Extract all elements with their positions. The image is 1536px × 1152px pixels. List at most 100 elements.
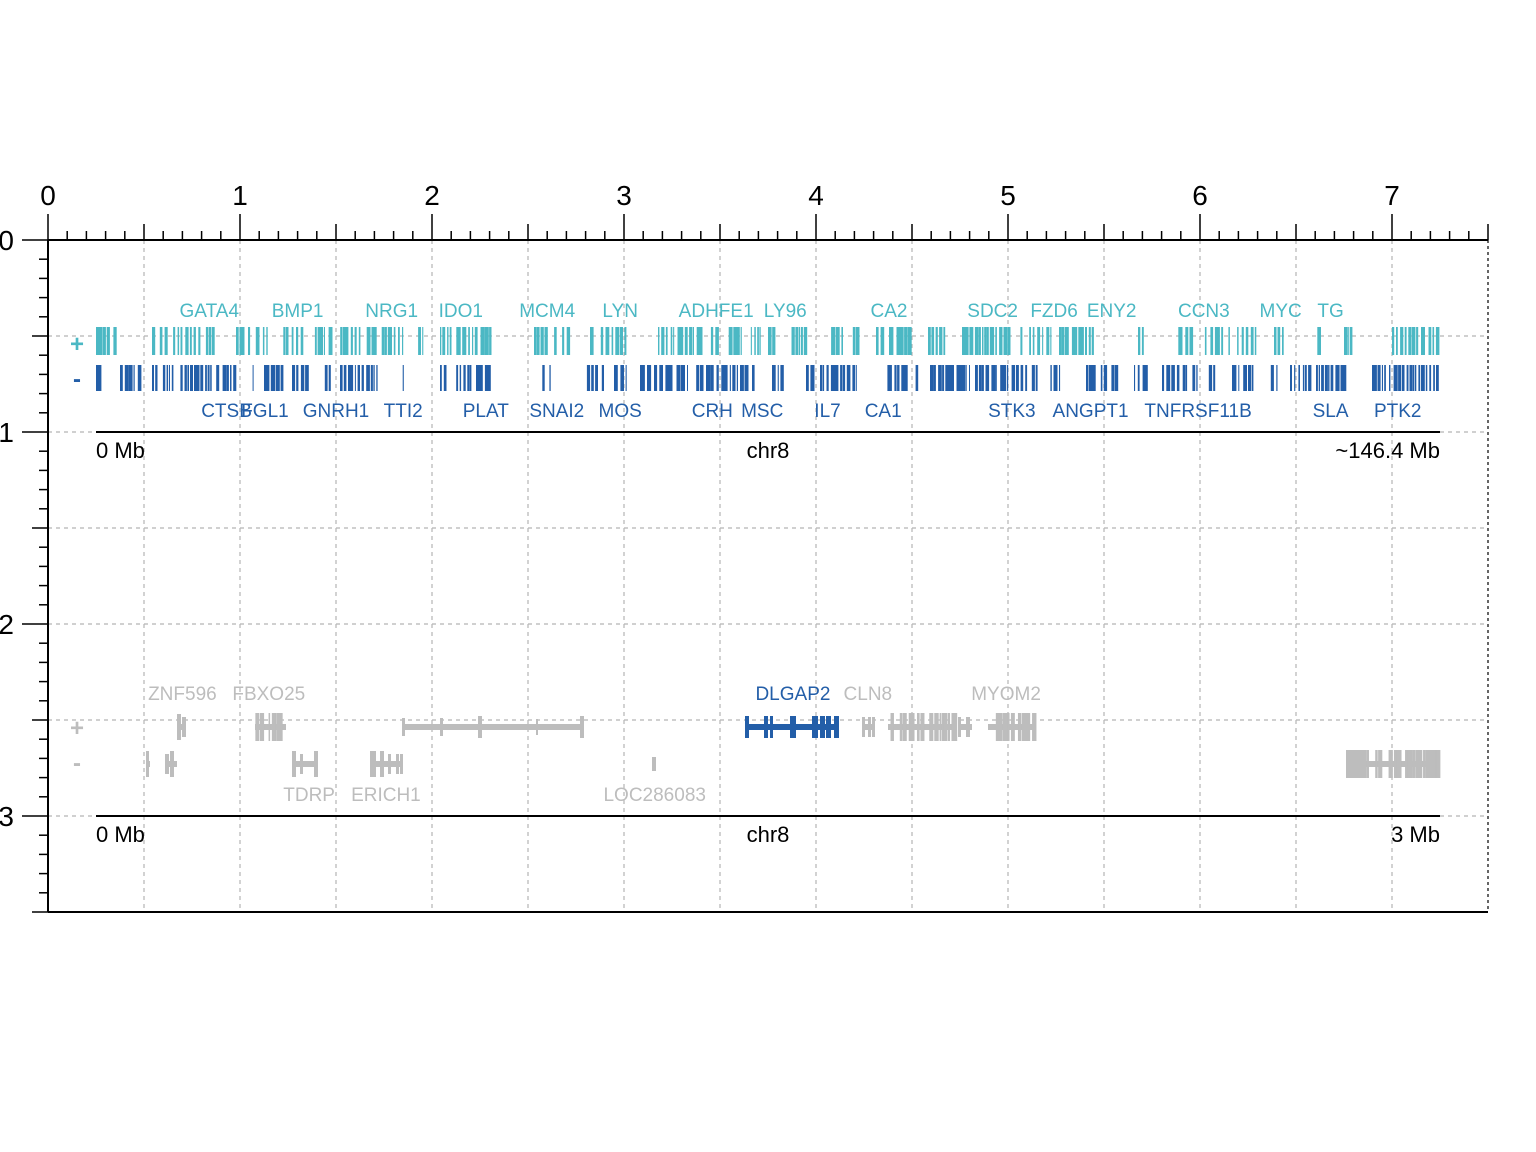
minus-strand-gene xyxy=(1053,365,1058,391)
gene-exon xyxy=(400,754,403,774)
plus-strand-gene xyxy=(1237,327,1239,355)
minus-strand-gene xyxy=(155,365,158,391)
plus-strand-gene xyxy=(566,327,571,355)
gene-intron-line xyxy=(177,724,186,730)
plus-strand-gene xyxy=(373,327,377,355)
minus-strand-gene xyxy=(267,365,270,391)
minus-strand-gene xyxy=(1006,365,1009,391)
gene-label: MYOM2 xyxy=(971,684,1041,705)
minus-strand-gene xyxy=(1294,365,1296,391)
gene-label-minus: CRH xyxy=(692,401,733,422)
minus-strand-gene xyxy=(133,365,135,391)
plus-strand-gene xyxy=(346,327,349,355)
chromosome-name: chr8 xyxy=(747,438,790,463)
plus-strand-gene xyxy=(1400,327,1404,355)
plus-strand-gene xyxy=(962,327,966,355)
minus-strand-gene xyxy=(162,365,166,391)
plus-strand-gene xyxy=(1274,327,1277,355)
minus-strand-gene xyxy=(376,365,378,391)
gene-exon xyxy=(911,713,915,741)
minus-strand-gene xyxy=(1420,365,1425,391)
gene-label-plus: LYN xyxy=(602,301,638,322)
plus-strand-gene xyxy=(619,327,623,355)
minus-strand-gene xyxy=(340,365,343,391)
minus-strand-gene xyxy=(903,365,908,391)
minus-strand-gene xyxy=(855,365,857,391)
plus-strand-gene xyxy=(1277,327,1281,355)
minus-strand-gene xyxy=(969,365,970,391)
minus-strand-gene xyxy=(1171,365,1175,391)
minus-strand-gene xyxy=(373,365,375,391)
minus-strand-gene xyxy=(1389,365,1391,391)
x-tick-label: 5 xyxy=(1000,180,1016,211)
minus-strand-gene xyxy=(343,365,347,391)
minus-strand-gene xyxy=(1251,365,1254,391)
gene-exon xyxy=(953,713,958,741)
plus-strand-gene xyxy=(943,327,946,355)
plus-strand-gene xyxy=(1007,327,1011,355)
gene-exon xyxy=(966,717,970,737)
gene-exon xyxy=(862,717,865,737)
minus-strand-gene xyxy=(1321,365,1324,391)
plus-strand-gene xyxy=(982,327,984,355)
gene-exon xyxy=(764,716,768,738)
minus-strand-gene xyxy=(826,365,829,391)
gene-label-minus: MOS xyxy=(599,401,642,422)
minus-strand-gene xyxy=(1248,365,1252,391)
plus-strand-gene xyxy=(422,327,424,355)
minus-strand-gene xyxy=(736,365,738,391)
plus-strand-gene xyxy=(590,327,594,355)
gene-label: TDRP xyxy=(283,785,335,806)
gene-model-myom2 xyxy=(988,713,1037,741)
plus-strand-gene xyxy=(317,327,321,355)
plus-strand-gene xyxy=(611,327,614,355)
minus-strand-gene xyxy=(772,365,776,391)
plus-strand-gene xyxy=(759,327,761,355)
gene-label-plus: SDC2 xyxy=(967,301,1018,322)
plus-strand-gene xyxy=(852,327,856,355)
plus-strand-gene xyxy=(891,327,894,355)
minus-strand-gene xyxy=(210,365,212,391)
y-tick-label: 3 xyxy=(0,801,14,832)
minus-strand-gene xyxy=(476,365,480,391)
gene-label-minus: MSC xyxy=(741,401,783,422)
minus-strand-gene xyxy=(956,365,961,391)
gene-label-plus: NRG1 xyxy=(365,301,418,322)
plus-strand-gene xyxy=(677,327,681,355)
minus-strand-gene xyxy=(732,365,736,391)
gene-exon xyxy=(1346,750,1366,778)
minus-strand-gene xyxy=(264,365,268,391)
minus-strand-gene xyxy=(625,365,627,391)
minus-strand-gene xyxy=(1025,365,1028,391)
minus-strand-gene xyxy=(1398,365,1402,391)
minus-strand-gene xyxy=(1302,365,1305,391)
minus-strand-gene xyxy=(823,365,825,391)
minus-strand-gene xyxy=(1100,365,1103,391)
plus-strand-gene xyxy=(661,327,665,355)
minus-strand-gene xyxy=(942,365,945,391)
plus-strand-gene xyxy=(1416,327,1419,355)
plus-strand-gene xyxy=(296,327,299,355)
plus-strand-gene xyxy=(180,327,183,355)
gene-intron-line xyxy=(370,761,403,767)
minus-strand-gene xyxy=(1290,365,1292,391)
plus-strand-gene xyxy=(173,327,176,355)
minus-strand-gene xyxy=(171,365,174,391)
gene-exon xyxy=(745,716,749,738)
minus-strand-gene xyxy=(200,365,204,391)
plus-strand-gene xyxy=(1392,327,1395,355)
gridlines xyxy=(48,240,1488,912)
gene-exon xyxy=(1026,713,1031,741)
gene-exon xyxy=(929,713,934,741)
plus-strand-gene xyxy=(835,327,840,355)
plus-strand-gene xyxy=(841,327,843,355)
minus-strand-gene xyxy=(1337,365,1340,391)
gene-exon xyxy=(1433,750,1437,778)
plus-strand-gene xyxy=(978,327,981,355)
plus-strand-gene xyxy=(795,327,799,355)
minus-strand-gene xyxy=(1276,365,1278,391)
minus-strand-gene xyxy=(1238,365,1240,391)
minus-strand-gene xyxy=(549,365,551,391)
plus-strand-label: + xyxy=(70,715,84,742)
